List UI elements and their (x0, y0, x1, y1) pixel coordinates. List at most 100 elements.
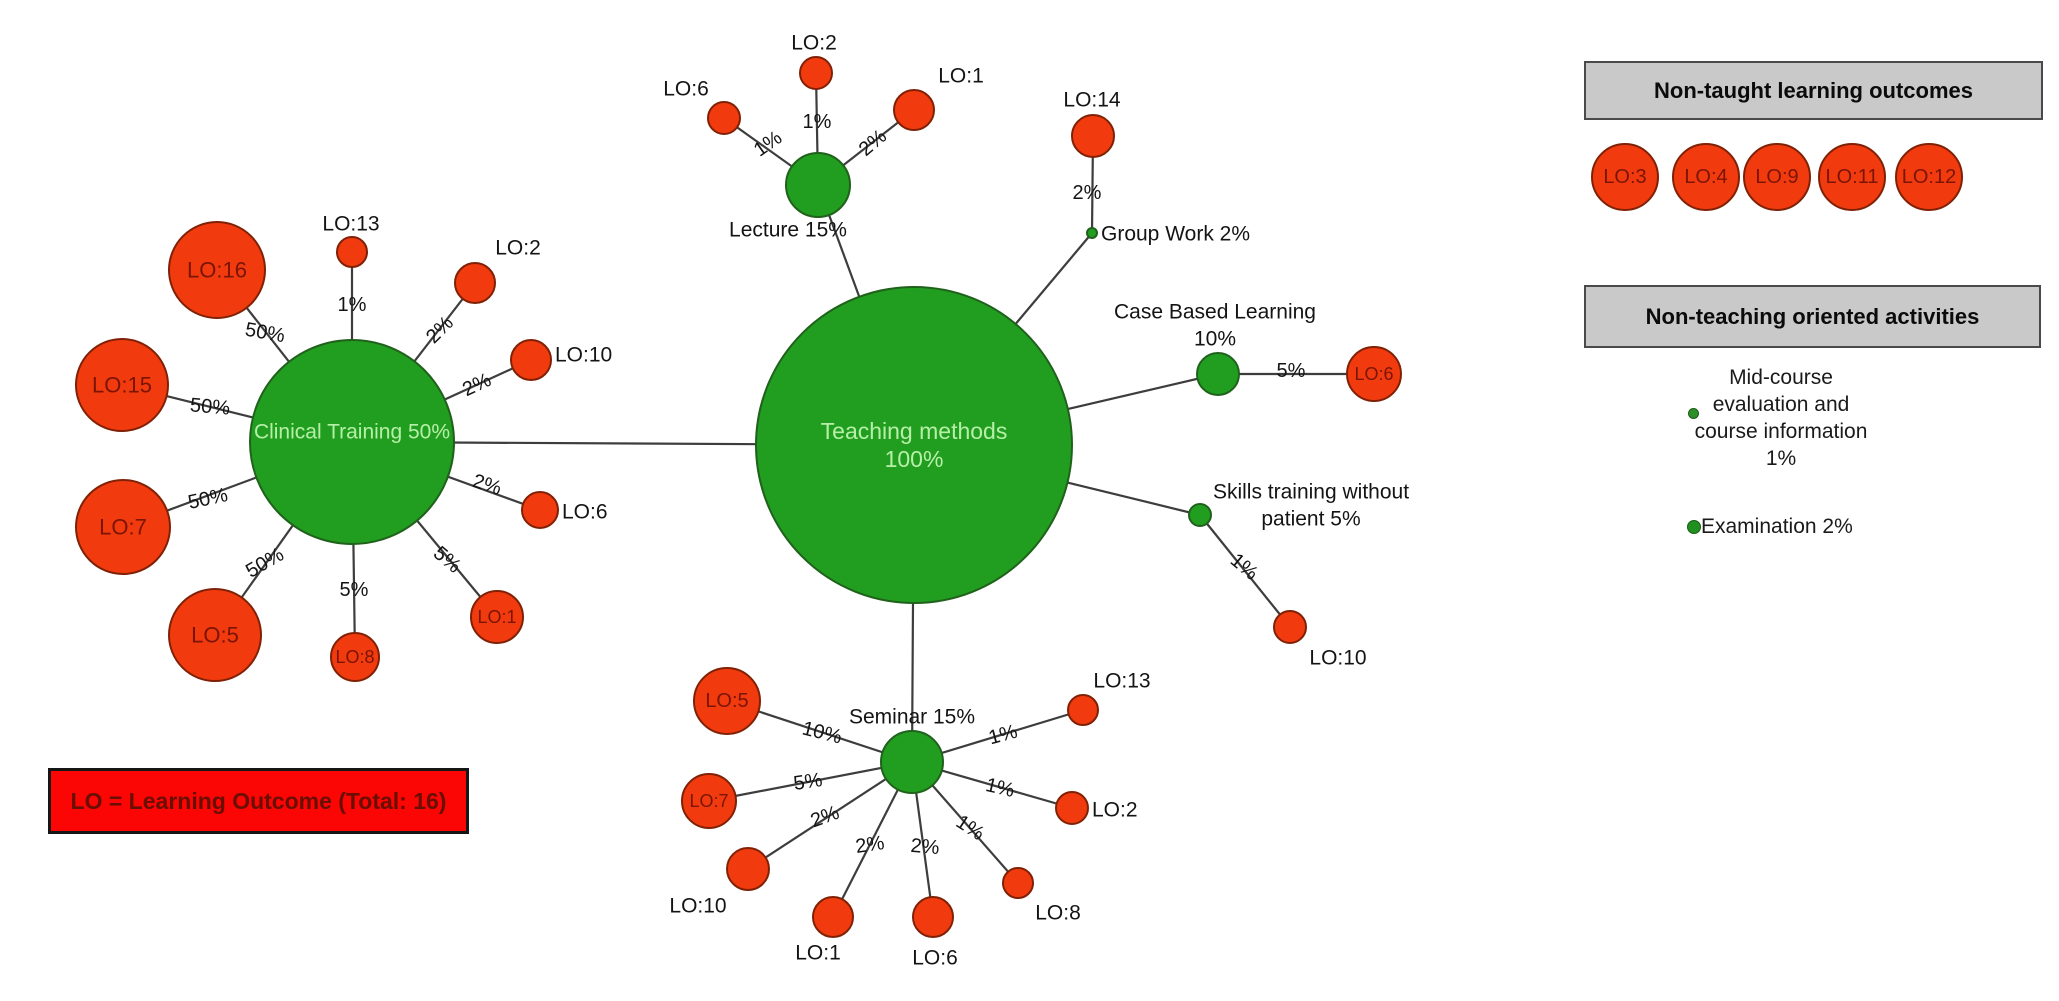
lo-node-cl_lo10 (510, 339, 552, 381)
lo-node-cl_lo5 (168, 588, 262, 682)
legend-label: LO = Learning Outcome (Total: 16) (70, 787, 447, 814)
edge-pct-seminar-sem_lo5: 10% (800, 717, 844, 748)
edge-pct-seminar-sem_lo8: 1% (952, 811, 988, 845)
node-label-lec_lo6: LO:6 (663, 78, 709, 101)
edge-pct-seminar-sem_lo2: 1% (983, 774, 1016, 802)
node-label-case: 10% (1194, 328, 1236, 351)
node-label-sem_lo2: LO:2 (1092, 799, 1138, 822)
node-label-sem_lo6: LO:6 (912, 947, 958, 970)
node-label-nt_lo11: LO:11 (1826, 166, 1879, 188)
node-label-nt_lo4: LO:4 (1684, 166, 1727, 188)
lo-node-sk_lo10 (1273, 610, 1307, 644)
lo-node-sem_lo7 (681, 773, 737, 829)
lo-node-cl_lo8 (330, 632, 380, 682)
lo-node-sem_lo13 (1067, 694, 1099, 726)
node-label-groupwork: Group Work 2% (1101, 223, 1250, 246)
lo-node-sem_lo2 (1055, 791, 1089, 825)
edge-pct-seminar-sem_lo7: 5% (792, 769, 824, 795)
node-label-gw_lo14: LO:14 (1063, 89, 1121, 112)
edge-skills-sk_lo10 (1199, 514, 1291, 628)
node-label-lec_lo1: LO:1 (938, 65, 984, 88)
node-label-cl_lo5: LO:5 (191, 623, 239, 648)
edge-pct-clinical-cl_lo7: 50% (186, 484, 230, 514)
lo-node-lec_lo2 (799, 56, 833, 90)
node-label-sk_lo10: LO:10 (1309, 647, 1366, 670)
node-label-cl_lo8: LO:8 (335, 647, 374, 667)
lo-node-cl_lo6 (521, 491, 559, 529)
edge-pct-groupwork-gw_lo14: 2% (1073, 182, 1102, 204)
node-label-cl_lo1: LO:1 (477, 607, 516, 627)
node-label-cl_lo2: LO:2 (495, 237, 541, 260)
node-label-cl_lo10: LO:10 (555, 344, 612, 367)
node-label-sem_lo13: LO:13 (1093, 670, 1150, 693)
node-label-skills: Skills training without (1213, 481, 1409, 504)
hub-node-groupwork (1086, 227, 1098, 239)
midcourse-pct: 1% (1765, 447, 1797, 470)
lo-node-sem_lo5 (693, 667, 761, 735)
edge-pct-seminar-sem_lo1: 2% (854, 832, 886, 858)
hub-node-seminar (880, 730, 944, 794)
legend-box: LO = Learning Outcome (Total: 16) (48, 768, 469, 834)
hub-node-skills (1188, 503, 1212, 527)
lo-node-nt_lo9 (1743, 143, 1811, 211)
node-label-clinical: Clinical Training 50% (254, 421, 450, 444)
lo-node-cl_lo2 (454, 262, 496, 304)
edge-pct-case-case_lo6: 5% (1277, 360, 1306, 382)
edge-seminar-sem_lo10 (747, 761, 913, 870)
edge-seminar-sem_lo7 (708, 760, 913, 803)
midcourse-item: Mid-course evaluation and course informa… (1688, 364, 1872, 472)
lo-node-nt_lo3 (1591, 143, 1659, 211)
node-label-lec_lo2: LO:2 (791, 32, 837, 55)
lo-node-sem_lo10 (726, 847, 770, 891)
lo-node-sem_lo1 (812, 896, 854, 938)
edge-pct-lecture-lec_lo2: 1% (803, 111, 832, 133)
examination-dot-icon (1687, 520, 1701, 534)
non-taught-title: Non-taught learning outcomes (1654, 77, 1973, 103)
lo-node-nt_lo4 (1672, 143, 1740, 211)
node-label-nt_lo12: LO:12 (1902, 166, 1956, 188)
edge-pct-lecture-lec_lo1: 2% (855, 125, 891, 161)
edge-pct-clinical-cl_lo15: 50% (189, 394, 231, 419)
node-label-sem_lo8: LO:8 (1035, 902, 1081, 925)
midcourse-label: Mid-course evaluation and course informa… (1694, 366, 1868, 443)
edge-pct-clinical-cl_lo2: 2% (422, 312, 458, 348)
node-label-sem_lo10: LO:10 (669, 895, 726, 918)
edge-pct-seminar-sem_lo6: 2% (910, 835, 941, 859)
lo-node-nt_lo12 (1895, 143, 1963, 211)
node-label-lecture: Lecture 15% (729, 219, 847, 242)
lo-node-cl_lo16 (168, 221, 266, 319)
node-label-cl_lo16: LO:16 (187, 258, 247, 283)
lo-node-lec_lo6 (707, 101, 741, 135)
non-teaching-header: Non-teaching oriented activities (1584, 285, 2041, 348)
edge-pct-clinical-cl_lo5: 50% (242, 543, 288, 582)
node-label-nt_lo9: LO:9 (1755, 166, 1798, 188)
node-label-sem_lo1: LO:1 (795, 942, 841, 965)
lo-node-cl_lo1 (470, 590, 524, 644)
edge-pct-clinical-cl_lo13: 1% (338, 294, 367, 316)
node-label-teaching: 100% (885, 446, 944, 472)
lo-node-cl_lo15 (75, 338, 169, 432)
node-label-cl_lo6: LO:6 (562, 501, 608, 524)
examination-item: Examination 2% (1687, 515, 1853, 539)
lo-node-gw_lo14 (1071, 114, 1115, 158)
lo-node-sem_lo6 (912, 896, 954, 938)
edge-pct-seminar-sem_lo10: 2% (808, 802, 843, 833)
non-taught-header: Non-taught learning outcomes (1584, 61, 2043, 120)
hub-node-lecture (785, 152, 851, 218)
node-label-skills: patient 5% (1261, 508, 1360, 531)
node-label-cl_lo15: LO:15 (92, 373, 152, 398)
node-label-sem_lo5: LO:5 (705, 690, 748, 712)
lo-node-case_lo6 (1346, 346, 1402, 402)
edge-pct-clinical-cl_lo8: 5% (340, 579, 369, 601)
examination-label: Examination 2% (1701, 515, 1853, 538)
edge-pct-clinical-cl_lo16: 50% (243, 319, 286, 348)
node-label-case: Case Based Learning (1114, 301, 1316, 324)
node-label-teaching: Teaching methods (821, 418, 1008, 444)
node-label-cl_lo13: LO:13 (322, 213, 379, 236)
edge-pct-clinical-cl_lo10: 2% (459, 369, 495, 401)
lo-node-lec_lo1 (893, 89, 935, 131)
hub-node-teaching (755, 286, 1073, 604)
node-label-seminar: Seminar 15% (849, 706, 975, 729)
